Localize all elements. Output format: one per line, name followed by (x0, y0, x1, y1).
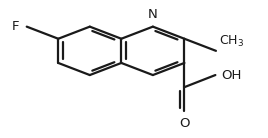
Text: OH: OH (222, 69, 242, 82)
Text: N: N (148, 8, 158, 21)
Text: CH$_3$: CH$_3$ (219, 34, 244, 49)
Text: F: F (11, 20, 19, 33)
Text: O: O (179, 117, 190, 130)
